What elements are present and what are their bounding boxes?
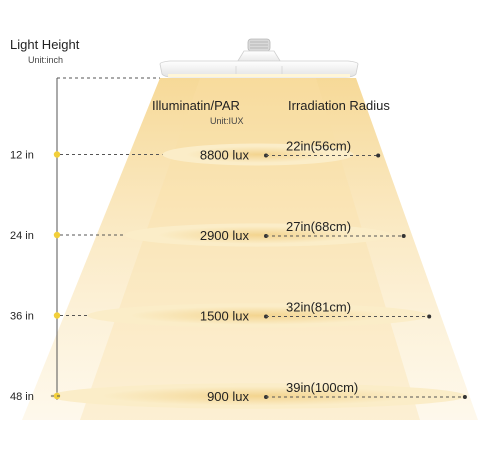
irradiation-radius-title: Irradiation Radius — [288, 98, 390, 113]
radius-value: 39in(100cm) — [286, 380, 358, 395]
light-beam — [22, 78, 478, 420]
height-label: 12 in — [10, 150, 34, 162]
light-height-unit: Unit:inch — [28, 55, 63, 65]
lux-value: 900 lux — [207, 389, 249, 404]
illumination-ellipse — [87, 303, 429, 328]
height-label: 48 in — [10, 391, 34, 403]
illumination-title: Illuminatin/PAR — [152, 98, 240, 113]
height-marker-dot — [53, 231, 61, 239]
illumination-ellipse — [50, 383, 466, 409]
height-label: 24 in — [10, 230, 34, 242]
height-marker-dot — [53, 151, 61, 158]
light-height-title: Light Height — [10, 37, 80, 52]
lux-value: 1500 lux — [200, 309, 250, 324]
radius-value: 22in(56cm) — [286, 139, 351, 154]
height-label: 36 in — [10, 311, 34, 323]
radius-value: 32in(81cm) — [286, 300, 351, 315]
radius-end-dot — [401, 234, 406, 238]
lux-value: 8800 lux — [200, 148, 250, 163]
illumination-unit: Unit:IUX — [210, 116, 244, 126]
lux-value: 2900 lux — [200, 228, 250, 243]
radius-end-dot — [462, 395, 467, 399]
illumination-ellipse — [125, 223, 391, 247]
level-row: 24 in 2900 lux 27in(68cm) — [10, 219, 406, 247]
radius-end-dot — [376, 153, 381, 158]
radius-value: 27in(68cm) — [286, 219, 351, 234]
levels-layer: 12 in 8800 lux 22in(56cm) 24 in 2900 lux 27in… — [10, 139, 467, 409]
radius-end-dot — [427, 314, 432, 319]
level-row: 48 in 900 lux 39in(100cm) — [10, 380, 467, 409]
lamp-fixture-icon — [159, 38, 359, 78]
height-marker-dot — [53, 312, 61, 319]
level-row: 36 in 1500 lux 32in(81cm) — [10, 300, 432, 328]
level-row: 12 in 8800 lux 22in(56cm) — [10, 139, 381, 166]
illumination-ellipse — [162, 143, 354, 166]
light-beam-glow — [80, 78, 420, 420]
